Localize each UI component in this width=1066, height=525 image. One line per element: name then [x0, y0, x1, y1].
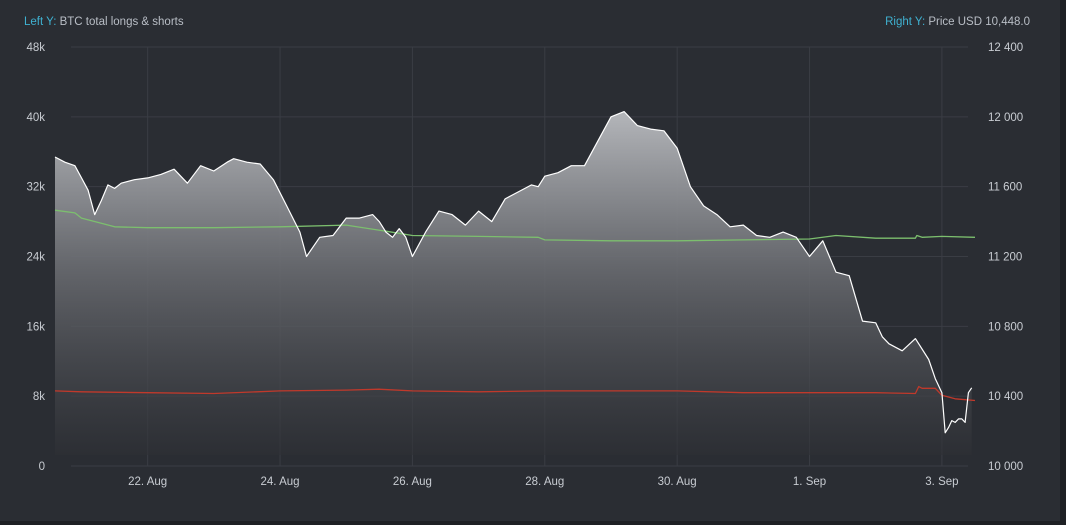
right-y-tick-label: 11 600 — [988, 182, 1022, 194]
price-area-layer — [55, 111, 972, 455]
right-axis-title: Price USD 10,448.0 — [928, 16, 1030, 28]
x-tick-label: 22. Aug — [128, 476, 167, 488]
right-y-tick-label: 12 400 — [988, 42, 1023, 54]
left-y-tick-label: 8k — [33, 391, 45, 403]
right-y-tick-label: 10 000 — [988, 461, 1023, 473]
x-tick-label: 30. Aug — [658, 476, 697, 488]
x-tick-label: 1. Sep — [793, 476, 826, 488]
right-edge — [1060, 0, 1066, 525]
left-y-tick-label: 16k — [26, 321, 45, 333]
x-tick-label: 26. Aug — [393, 476, 432, 488]
right-y-tick-label: 11 200 — [988, 252, 1022, 264]
price-series-line — [54, 111, 973, 434]
x-tick-label: 3. Sep — [925, 476, 958, 488]
right-axis-caption: Right Y: Price USD 10,448.0 — [885, 16, 1030, 28]
left-y-tick-label: 24k — [26, 252, 45, 264]
right-axis-prefix: Right Y: — [885, 16, 926, 28]
shorts-series-line — [54, 385, 976, 402]
left-axis-prefix: Left Y: — [24, 16, 57, 28]
longs-series-line — [54, 209, 976, 242]
left-y-tick-label: 48k — [26, 42, 45, 54]
axis-labels-layer: 0 10 000 8k 10 400 16k 10 800 24k 11 200 32k 11 6… — [26, 42, 1023, 488]
right-y-tick-label: 10 800 — [988, 321, 1023, 333]
left-y-tick-label: 32k — [26, 182, 45, 194]
price-area-fill — [55, 111, 972, 455]
left-axis-title: BTC total longs & shorts — [59, 16, 184, 28]
left-y-tick-label: 40k — [26, 112, 45, 124]
left-y-tick-label: 0 — [39, 461, 45, 473]
left-axis-caption: Left Y: BTC total longs & shorts — [24, 16, 184, 28]
bottom-edge — [0, 521, 1066, 525]
x-tick-label: 24. Aug — [261, 476, 300, 488]
series-lines-layer — [54, 111, 976, 434]
right-y-tick-label: 12 000 — [988, 112, 1023, 124]
right-y-tick-label: 10 400 — [988, 391, 1023, 403]
x-tick-label: 28. Aug — [525, 476, 564, 488]
